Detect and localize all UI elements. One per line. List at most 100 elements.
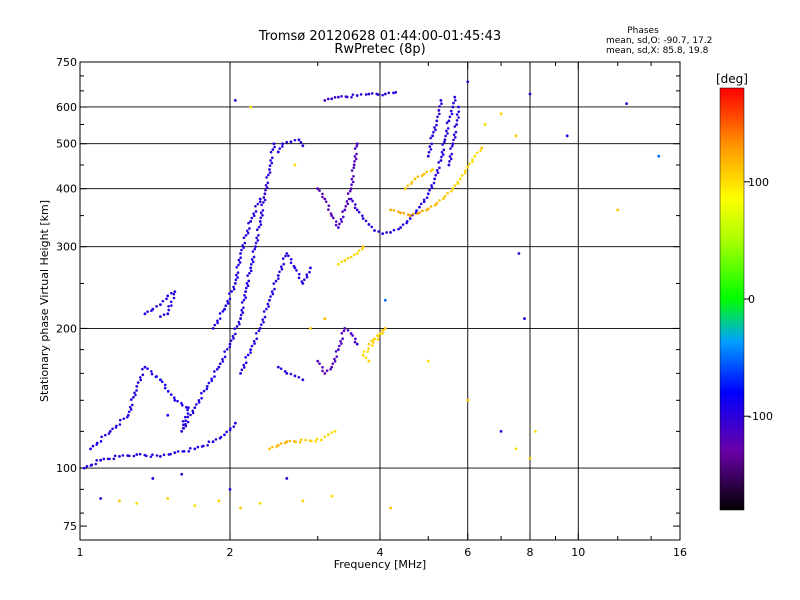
data-point	[453, 125, 457, 128]
data-point	[102, 457, 106, 461]
data-point	[205, 384, 209, 388]
data-point	[170, 304, 173, 307]
data-point	[268, 164, 272, 167]
data-point	[234, 278, 238, 282]
data-point	[219, 435, 223, 439]
data-point	[267, 305, 270, 308]
data-point	[265, 176, 268, 179]
data-point	[327, 204, 331, 207]
data-point	[316, 187, 320, 191]
data-point	[216, 321, 219, 325]
data-point	[297, 272, 301, 276]
data-point	[184, 424, 188, 428]
data-point	[445, 121, 449, 125]
data-point	[268, 447, 271, 451]
data-point	[260, 203, 263, 207]
data-point	[453, 184, 457, 187]
data-point	[364, 93, 368, 96]
data-point	[451, 105, 455, 109]
data-point	[410, 180, 414, 184]
data-point	[382, 328, 385, 332]
data-point	[254, 331, 258, 335]
data-point	[408, 214, 412, 218]
data-point	[436, 171, 440, 175]
data-point	[314, 440, 317, 443]
data-point	[371, 344, 374, 347]
data-point	[136, 381, 140, 384]
data-point	[189, 413, 192, 417]
data-point	[455, 119, 459, 122]
data-point	[135, 389, 138, 392]
data-point	[397, 210, 400, 214]
data-point	[193, 406, 197, 410]
data-point	[416, 175, 420, 178]
data-point	[238, 322, 241, 326]
data-point	[370, 225, 374, 229]
x-axis-label: Frequency [MHz]	[334, 558, 426, 571]
data-point	[254, 241, 258, 245]
data-point	[262, 201, 265, 204]
data-point	[352, 175, 355, 178]
data-point	[353, 160, 356, 163]
data-point	[443, 140, 446, 144]
data-point	[442, 197, 445, 201]
x-tick-label: 2	[227, 546, 234, 559]
y-tick-label: 750	[56, 56, 77, 69]
data-point	[367, 92, 371, 96]
data-point	[349, 187, 353, 191]
data-point	[460, 174, 464, 177]
data-point	[381, 331, 384, 335]
data-point	[276, 365, 280, 369]
data-point	[326, 97, 330, 101]
data-point	[284, 254, 287, 258]
data-point	[180, 429, 184, 433]
data-point	[268, 168, 271, 171]
data-point	[99, 458, 103, 462]
data-point	[323, 197, 327, 201]
data-point	[441, 153, 445, 156]
data-point	[451, 142, 455, 146]
data-point	[452, 138, 455, 142]
data-point	[96, 441, 99, 445]
data-point	[422, 200, 426, 204]
data-point	[266, 181, 270, 185]
data-point	[301, 144, 305, 148]
data-point	[325, 369, 329, 373]
data-point	[233, 282, 237, 285]
data-point	[371, 341, 375, 344]
data-point	[318, 362, 321, 365]
data-point	[200, 396, 203, 400]
data-point	[437, 108, 441, 112]
data-point	[330, 494, 334, 498]
data-point	[184, 422, 187, 426]
data-point	[389, 506, 392, 510]
data-point	[128, 405, 132, 409]
data-point	[197, 401, 201, 404]
data-point	[242, 236, 246, 240]
data-point	[475, 151, 479, 155]
stats-line-o: mean, sd,O: -90.7, 17.2	[606, 36, 712, 46]
data-point	[248, 227, 251, 230]
data-point	[266, 302, 270, 306]
data-point	[323, 98, 327, 102]
data-point	[351, 334, 354, 337]
data-point	[151, 477, 155, 480]
data-point	[245, 229, 249, 233]
data-point	[343, 327, 347, 330]
data-point	[297, 375, 301, 379]
data-point	[223, 307, 226, 311]
data-point	[468, 162, 471, 166]
data-point	[258, 501, 262, 505]
data-point	[329, 367, 332, 371]
data-point	[483, 123, 487, 126]
data-point	[285, 140, 289, 144]
data-point	[426, 207, 430, 211]
data-point	[448, 155, 452, 158]
data-point	[449, 109, 453, 113]
data-point	[107, 432, 111, 435]
data-point	[173, 290, 177, 294]
data-point	[183, 415, 187, 419]
data-point	[265, 186, 269, 190]
data-point	[347, 197, 351, 201]
data-point	[237, 263, 240, 267]
